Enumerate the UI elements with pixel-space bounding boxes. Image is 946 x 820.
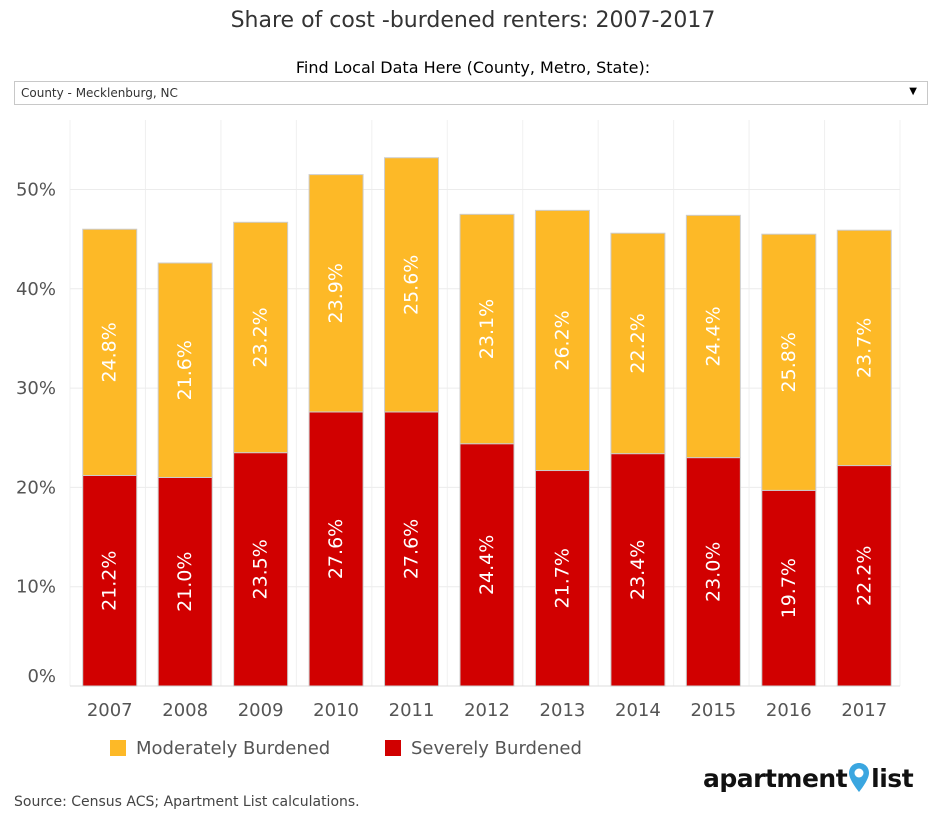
filter-label: Find Local Data Here (County, Metro, Sta… — [295, 58, 651, 77]
data-label-moderate-2016: 25.8% — [778, 332, 800, 392]
data-label-moderate-2012: 23.1% — [476, 299, 498, 359]
bar-severe-2011 — [384, 411, 440, 687]
x-tick-label-2017: 2017 — [841, 700, 887, 721]
bar-moderate-2017 — [836, 229, 892, 467]
legend-item-severely-burdened[interactable]: Severely Burdened — [385, 736, 582, 760]
location-dropdown-value: County - Mecklenburg, NC — [21, 86, 178, 100]
chart-title: Share of cost -burdened renters: 2007-20… — [230, 8, 716, 33]
data-label-moderate-2007: 24.8% — [99, 322, 121, 382]
chevron-down-icon[interactable]: ▼ — [909, 86, 917, 97]
data-label-severe-2011: 27.6% — [401, 519, 423, 579]
bar-moderate-2007 — [82, 228, 138, 476]
x-tick-label-2009: 2009 — [238, 700, 284, 721]
bar-moderate-2013 — [534, 209, 590, 472]
stacked-bar-chart: 0% 10% 20% 30% 40% 50% 21.2% 24.8% 2007 21.0% 21.6… — [16, 120, 901, 721]
legend-label-severe: Severely Burdened — [411, 737, 582, 759]
map-pin-icon — [849, 763, 870, 792]
data-label-moderate-2008: 21.6% — [174, 340, 196, 400]
bar-moderate-2011 — [384, 157, 440, 413]
bar-moderate-2015 — [685, 214, 741, 459]
legend-swatch-severe — [385, 740, 401, 756]
data-label-severe-2010: 27.6% — [325, 519, 347, 579]
y-tick-label: 20% — [16, 477, 56, 498]
bar-severe-2010 — [308, 411, 364, 687]
bar-moderate-2008 — [157, 262, 213, 478]
bar-moderate-2010 — [308, 174, 364, 413]
data-label-severe-2012: 24.4% — [476, 535, 498, 595]
data-label-severe-2007: 21.2% — [99, 551, 121, 611]
data-label-moderate-2010: 23.9% — [325, 263, 347, 323]
legend-swatch-moderate — [110, 740, 126, 756]
bar-severe-2012 — [459, 443, 515, 687]
x-tick-label-2011: 2011 — [389, 700, 435, 721]
x-tick-label-2014: 2014 — [615, 700, 661, 721]
data-label-moderate-2009: 23.2% — [250, 307, 272, 367]
bar-moderate-2014 — [610, 232, 666, 455]
y-tick-label: 30% — [16, 378, 56, 399]
data-label-moderate-2014: 22.2% — [627, 313, 649, 373]
data-label-moderate-2011: 25.6% — [401, 255, 423, 315]
y-tick-label: 50% — [16, 180, 56, 201]
y-tick-label: 40% — [16, 279, 56, 300]
bar-moderate-2009 — [233, 221, 289, 454]
bar-moderate-2012 — [459, 213, 515, 445]
data-label-moderate-2017: 23.7% — [853, 318, 875, 378]
x-tick-label-2013: 2013 — [540, 700, 586, 721]
data-label-moderate-2013: 26.2% — [551, 310, 573, 370]
legend-item-moderately-burdened[interactable]: Moderately Burdened — [110, 736, 330, 760]
logo-text-apartment: apartment — [703, 763, 848, 793]
location-dropdown[interactable]: County - Mecklenburg, NC ▼ — [14, 81, 928, 105]
bar-severe-2016 — [761, 489, 817, 687]
bar-moderate-2016 — [761, 233, 817, 491]
x-tick-label-2016: 2016 — [766, 700, 812, 721]
bar-severe-2009 — [233, 452, 289, 687]
x-tick-label-2007: 2007 — [87, 700, 133, 721]
logo-text-list: list — [871, 763, 914, 793]
y-tick-label: 10% — [16, 577, 56, 598]
data-label-severe-2016: 19.7% — [778, 558, 800, 618]
data-label-severe-2014: 23.4% — [627, 540, 649, 600]
data-label-severe-2008: 21.0% — [174, 552, 196, 612]
data-label-severe-2009: 23.5% — [250, 539, 272, 599]
data-label-moderate-2015: 24.4% — [702, 306, 724, 366]
data-label-severe-2015: 23.0% — [702, 542, 724, 602]
bar-severe-2015 — [685, 457, 741, 687]
bar-severe-2008 — [157, 476, 213, 687]
legend-label-moderate: Moderately Burdened — [136, 737, 331, 759]
data-label-severe-2013: 21.7% — [551, 548, 573, 608]
x-tick-label-2008: 2008 — [162, 700, 208, 721]
bar-severe-2013 — [534, 470, 590, 687]
data-label-severe-2017: 22.2% — [853, 546, 875, 606]
x-tick-label-2015: 2015 — [690, 700, 736, 721]
x-tick-label-2012: 2012 — [464, 700, 510, 721]
source-note: Source: Census ACS; Apartment List calcu… — [14, 794, 360, 810]
apartment-list-logo: apartment list — [703, 760, 914, 796]
y-tick-label: 0% — [27, 666, 56, 687]
x-tick-label-2010: 2010 — [313, 700, 359, 721]
